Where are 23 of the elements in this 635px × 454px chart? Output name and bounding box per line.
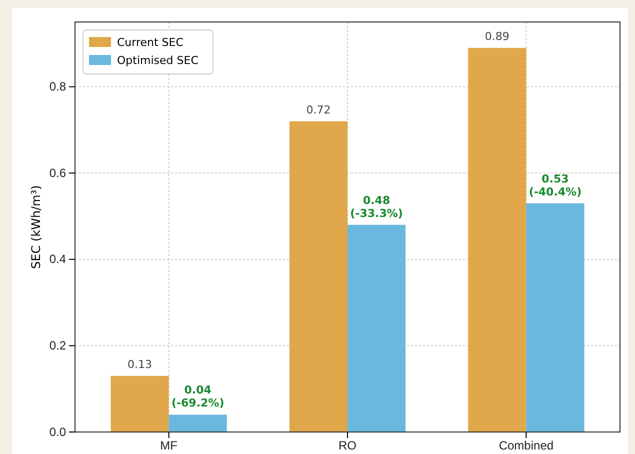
data-label: 0.04 (-69.2%) [171,384,224,410]
data-label: 0.13 [128,358,152,371]
bar [289,121,348,432]
legend-label: Current SEC [117,36,184,49]
data-label: 0.89 [484,30,510,43]
y-tick-label: 0.0 [49,424,66,439]
x-tick-label: MF [160,438,178,453]
legend-label: Optimised SEC [117,54,199,67]
bar [168,414,227,432]
x-tick-label: RO [338,438,356,453]
y-tick-label: 0.4 [49,252,66,266]
bar [526,203,584,432]
data-label: 0.72 [306,103,331,116]
data-label: 0.53 (-40.4%) [528,172,582,198]
y-tick-label: 0.2 [49,338,66,353]
bar [348,224,406,432]
bar [468,48,526,432]
x-tick-label: Combined [498,438,554,453]
y-axis-title: SEC (kWh/m³) [29,185,43,269]
y-tick-label: 0.6 [49,166,66,180]
bar [110,376,169,432]
y-tick-label: 0.8 [49,80,66,94]
data-label: 0.48 (-33.3%) [350,194,403,220]
